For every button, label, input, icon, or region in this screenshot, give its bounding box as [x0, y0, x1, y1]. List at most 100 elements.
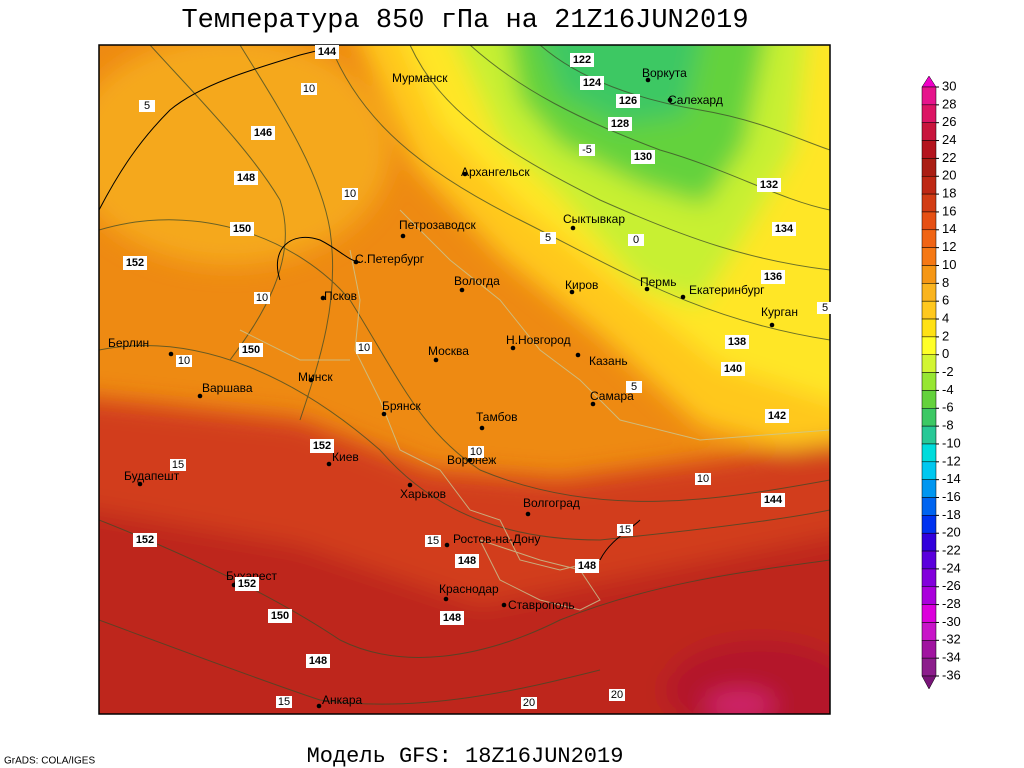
temp-label-box: [579, 144, 595, 156]
colorbar-label: 26: [942, 114, 956, 129]
colorbar-segment: [921, 175, 937, 195]
temp-label-box: [817, 302, 833, 314]
city-label: Ростов-на-Дону: [453, 532, 540, 546]
city-label: С.Петербург: [355, 252, 425, 266]
height-label: 124: [583, 77, 602, 89]
height-label: 152: [126, 257, 144, 269]
colorbar-segment: [921, 425, 937, 445]
city-label: Тамбов: [476, 410, 518, 424]
colorbar-label: 10: [942, 257, 956, 272]
height-label-box: [761, 493, 785, 507]
colorbar-segment: [921, 229, 937, 248]
height-label-box: [133, 533, 157, 547]
colorbar-label: -24: [942, 560, 961, 575]
temp-label-box: [521, 697, 537, 709]
height-label-box: [230, 222, 254, 236]
colorbar-label: 12: [942, 239, 956, 254]
city-label: Киров: [565, 278, 598, 292]
colorbar-label: 28: [942, 96, 956, 111]
temp-label: 5: [545, 232, 551, 244]
height-label: 146: [254, 127, 272, 139]
colorbar-label: -18: [942, 507, 961, 522]
height-label: 152: [136, 534, 154, 546]
city-dot: [308, 377, 314, 383]
temp-label: 10: [256, 292, 268, 304]
colorbar-label: -36: [942, 667, 961, 682]
height-label-box: [575, 559, 599, 573]
colorbar-segment: [921, 515, 937, 534]
height-label-box: [440, 611, 464, 625]
temp-label: 15: [278, 696, 290, 708]
temp-label: 15: [619, 524, 631, 536]
city-label: Самара: [590, 389, 634, 403]
temp-label: 10: [303, 83, 315, 95]
colorbar-segment: [921, 390, 937, 409]
colorbar-segment: [921, 497, 937, 516]
city-label: Екатеринбург: [689, 283, 765, 297]
temp-label-box: [425, 535, 441, 547]
city-dot: [570, 225, 576, 231]
borders: [239, 209, 830, 611]
height-label-box: [268, 609, 292, 623]
colorbar-label: 0: [942, 346, 949, 361]
city-dot: [320, 295, 326, 301]
colorbar-label: 6: [942, 293, 949, 308]
colorbar-segment: [921, 408, 937, 427]
city-dot: [645, 77, 651, 83]
height-label: 142: [768, 410, 786, 422]
city-dot: [667, 97, 673, 103]
temp-label-box: [342, 188, 358, 200]
colorbar-segment: [921, 354, 937, 373]
city-label: Харьков: [400, 487, 446, 501]
colorbar-segment: [921, 372, 937, 391]
map-title: Температура 850 гПа на 21Z16JUN2019: [181, 6, 748, 36]
colorbar-label: -8: [942, 418, 954, 433]
colorbar-segment: [921, 158, 937, 177]
colorbar-label: 8: [942, 275, 949, 290]
colorbar-segment: [921, 265, 937, 284]
city-dot: [444, 542, 450, 548]
city-label: Курган: [761, 305, 798, 319]
colorbar-label: 30: [942, 78, 956, 93]
colorbar-label: 16: [942, 203, 956, 218]
temp-label: 20: [523, 697, 535, 709]
city-dot: [569, 289, 575, 295]
city-label: Архангельск: [461, 165, 530, 179]
city-dot: [644, 286, 650, 292]
colorbar-segment: [921, 443, 937, 463]
colorbar-label: 14: [942, 221, 956, 236]
city-dot: [353, 259, 359, 265]
height-label-box: [616, 94, 640, 108]
height-label-box: [306, 654, 330, 668]
map-frame: [98, 44, 831, 715]
colorbar-top-arrow: [921, 75, 937, 88]
colorbar-label: -34: [942, 650, 961, 665]
temp-label: 5: [822, 302, 828, 314]
height-label-box: [251, 126, 275, 140]
city-label: Пермь: [640, 275, 676, 289]
city-dot: [316, 703, 322, 709]
temp-label: 15: [427, 535, 439, 547]
city-dot: [407, 482, 413, 488]
colorbar-label: -16: [942, 489, 961, 504]
height-label: 148: [309, 655, 327, 667]
height-label: 152: [238, 578, 256, 590]
height-label-box: [757, 178, 781, 192]
city-dot: [400, 233, 406, 239]
height-label: 152: [313, 440, 331, 452]
colorbar-segment: [921, 479, 937, 498]
height-label: 136: [764, 271, 782, 283]
city-label: Вологда: [454, 274, 500, 288]
city-label: Ставрополь: [508, 598, 575, 612]
colorbar-label: -22: [942, 542, 961, 557]
temp-label-box: [254, 292, 270, 304]
temp-label-box: [301, 83, 317, 95]
colorbar: 302826242220181614121086420-2-4-6-8-10-1…: [921, 75, 961, 690]
height-label: 138: [728, 336, 746, 348]
city-label: Казань: [589, 354, 628, 368]
city-dot: [326, 461, 332, 467]
colorbar-label: 2: [942, 328, 949, 343]
colorbar-segment: [921, 318, 937, 338]
colorbar-label: -26: [942, 578, 961, 593]
